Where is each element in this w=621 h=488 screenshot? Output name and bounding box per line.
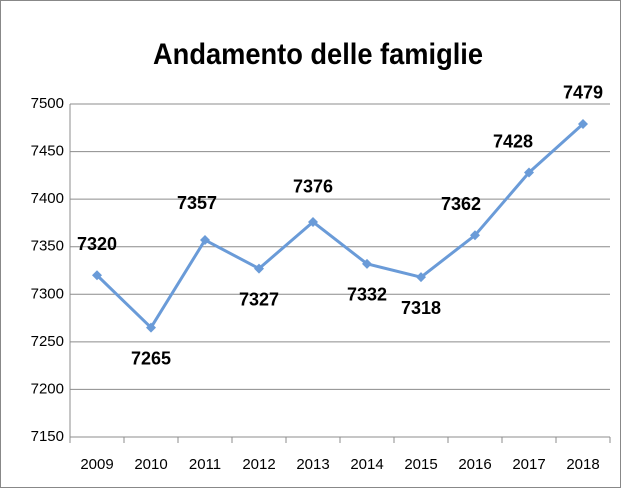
x-tick-label: 2011 [189, 456, 221, 473]
x-tick-label: 2017 [512, 456, 545, 473]
data-label: 7357 [177, 193, 217, 213]
x-tick-label: 2010 [134, 456, 167, 473]
y-tick-label: 7300 [31, 285, 64, 302]
y-tick-label: 7350 [31, 238, 64, 255]
y-tick-label: 7400 [31, 190, 64, 207]
marker [308, 216, 318, 227]
data-label: 7318 [401, 298, 441, 318]
x-tick-label: 2015 [404, 456, 437, 473]
marker [416, 272, 426, 283]
chart-title: Andamento delle famiglie [153, 38, 483, 71]
marker [254, 263, 264, 274]
marker [362, 258, 372, 269]
marker [470, 230, 480, 241]
line [95, 122, 585, 330]
marker [578, 118, 588, 129]
y-tick-label: 7450 [31, 143, 64, 160]
data-label: 7376 [293, 177, 333, 197]
x-tick-label: 2013 [296, 456, 329, 473]
data-label: 7332 [347, 285, 387, 305]
y-tick-label: 7250 [31, 333, 64, 350]
marker [200, 235, 210, 246]
data-label: 7362 [441, 194, 481, 214]
x-tick-label: 2012 [242, 456, 275, 473]
data-label: 7265 [131, 348, 171, 368]
data-label: 7428 [493, 131, 533, 151]
x-tick-label: 2018 [566, 456, 599, 473]
marker [92, 270, 102, 281]
x-tick-label: 2014 [350, 456, 383, 473]
y-tick-label: 7500 [31, 95, 64, 112]
marker [524, 167, 534, 178]
x-tick-label: 2016 [458, 456, 491, 473]
x-tick-label: 2009 [80, 456, 113, 473]
y-tick-label: 7150 [31, 428, 64, 445]
data-label: 7479 [563, 83, 603, 103]
data-label: 7327 [239, 289, 279, 309]
marker [146, 322, 156, 333]
y-tick-label: 7200 [31, 380, 64, 397]
data-label: 7320 [77, 234, 117, 254]
